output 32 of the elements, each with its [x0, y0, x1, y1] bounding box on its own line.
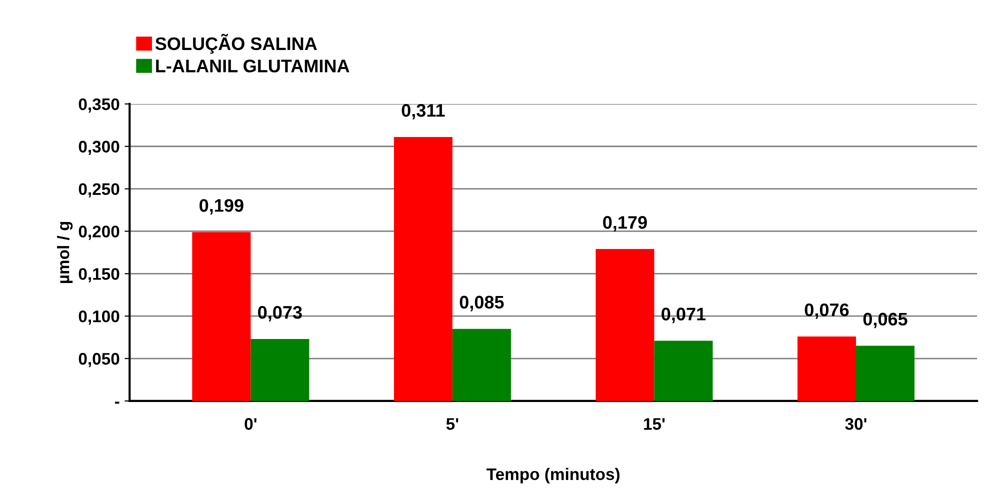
data-label: 0,073 — [258, 306, 302, 322]
y-tick-label: 0,100 — [78, 310, 120, 325]
data-label: 0,085 — [460, 296, 504, 312]
data-label: 0,179 — [603, 216, 647, 232]
y-tick-label: 0,250 — [78, 183, 120, 198]
data-label: 0,076 — [804, 303, 849, 319]
data-label: 0,065 — [863, 312, 908, 328]
y-tick-label: 0,050 — [78, 352, 120, 368]
x-axis-title: Tempo (minutos) — [486, 468, 620, 484]
x-tick-label: 15' — [644, 418, 665, 430]
y-tick-label: - — [114, 402, 120, 404]
legend-label: SOLUÇÃO SALINA — [155, 34, 317, 54]
bar — [856, 346, 915, 401]
bar — [797, 336, 856, 401]
data-label: 0,311 — [402, 104, 445, 120]
bar — [654, 340, 713, 401]
y-tick-label: 0,150 — [78, 268, 120, 282]
bar — [250, 339, 310, 401]
bar — [452, 328, 511, 401]
y-tick-label: 0,200 — [78, 226, 120, 240]
data-label: 0,199 — [200, 199, 244, 214]
bar — [596, 249, 654, 401]
x-tick-label: 0' — [244, 418, 256, 430]
bar — [394, 137, 452, 401]
y-tick-label: 0,300 — [78, 140, 120, 155]
legend-label: L-ALANIL GLUTAMINA — [156, 60, 350, 72]
x-tick-label: 30' — [845, 418, 866, 430]
y-tick-label: 0,350 — [78, 98, 120, 113]
bar — [192, 232, 251, 401]
x-tick-label: 5' — [446, 418, 458, 430]
data-label: 0,071 — [662, 308, 706, 324]
y-axis-title: µmol / g — [57, 222, 73, 284]
